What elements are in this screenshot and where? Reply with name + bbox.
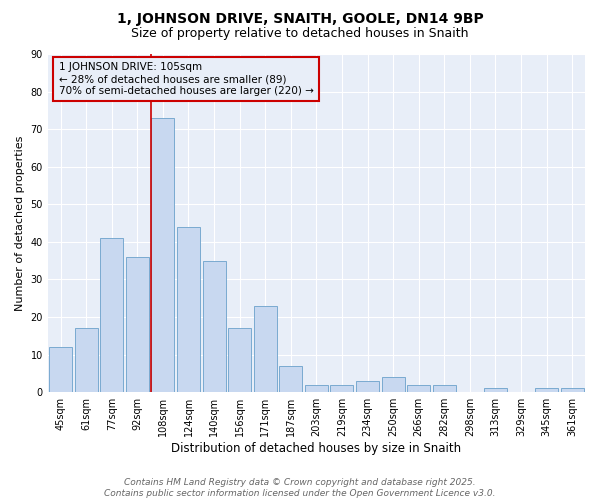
Bar <box>407 384 430 392</box>
X-axis label: Distribution of detached houses by size in Snaith: Distribution of detached houses by size … <box>172 442 461 455</box>
Bar <box>74 328 98 392</box>
Text: 1 JOHNSON DRIVE: 105sqm
← 28% of detached houses are smaller (89)
70% of semi-de: 1 JOHNSON DRIVE: 105sqm ← 28% of detache… <box>59 62 313 96</box>
Bar <box>203 260 226 392</box>
Bar <box>126 257 149 392</box>
Bar <box>433 384 456 392</box>
Bar <box>331 384 353 392</box>
Bar <box>151 118 175 392</box>
Bar <box>535 388 558 392</box>
Text: Size of property relative to detached houses in Snaith: Size of property relative to detached ho… <box>131 28 469 40</box>
Text: 1, JOHNSON DRIVE, SNAITH, GOOLE, DN14 9BP: 1, JOHNSON DRIVE, SNAITH, GOOLE, DN14 9B… <box>116 12 484 26</box>
Bar <box>100 238 123 392</box>
Bar <box>305 384 328 392</box>
Y-axis label: Number of detached properties: Number of detached properties <box>15 136 25 311</box>
Bar <box>228 328 251 392</box>
Bar <box>382 377 404 392</box>
Bar <box>280 366 302 392</box>
Bar <box>177 227 200 392</box>
Bar <box>254 306 277 392</box>
Bar <box>560 388 584 392</box>
Bar <box>49 347 72 392</box>
Bar <box>484 388 507 392</box>
Text: Contains HM Land Registry data © Crown copyright and database right 2025.
Contai: Contains HM Land Registry data © Crown c… <box>104 478 496 498</box>
Bar <box>356 381 379 392</box>
